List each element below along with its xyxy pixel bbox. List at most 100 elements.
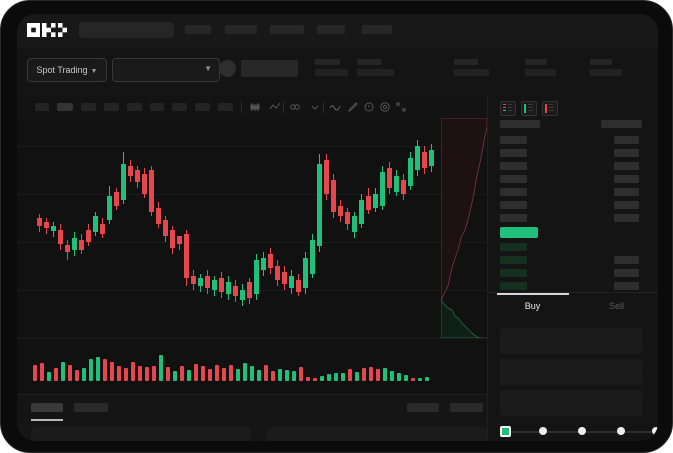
- last-price-value: [241, 60, 298, 77]
- orderbook-layout-both-icon[interactable]: [500, 101, 516, 116]
- volume-bar: [47, 372, 51, 381]
- order-amount-field[interactable]: [500, 359, 642, 385]
- orderbook-ask-price[interactable]: [500, 162, 527, 170]
- order-total-field[interactable]: [500, 390, 642, 416]
- volume-bar: [362, 368, 366, 381]
- volume-bar: [61, 362, 65, 381]
- nav-item-5[interactable]: [362, 25, 392, 34]
- tab-buy[interactable]: Buy: [524, 301, 541, 311]
- volume-bar: [320, 376, 324, 381]
- tab-sell[interactable]: Sell: [608, 301, 624, 311]
- orderbook-bid-amount[interactable]: [614, 256, 639, 264]
- volume-bar: [278, 369, 282, 381]
- chart-gridline: [17, 146, 487, 147]
- slider-handle[interactable]: [500, 426, 511, 437]
- timeframe-1d[interactable]: [172, 103, 187, 111]
- toolbar-divider: [241, 101, 242, 113]
- orderbook-bid-amount[interactable]: [614, 269, 639, 277]
- nav-item-2[interactable]: [225, 25, 257, 34]
- bottom-action-1[interactable]: [407, 403, 439, 412]
- orderbook-ask-amount[interactable]: [614, 201, 639, 209]
- orderbook-ask-price[interactable]: [500, 136, 527, 144]
- nav-item-1[interactable]: [185, 25, 211, 34]
- chart-gridline: [17, 290, 487, 291]
- volume-bar: [110, 362, 114, 381]
- nav-item-3[interactable]: [270, 25, 304, 34]
- slider-stop-50[interactable]: [578, 427, 586, 435]
- trading-pair-selector[interactable]: ▼: [112, 58, 220, 82]
- snapshot-icon[interactable]: [379, 101, 391, 113]
- tab-order-history[interactable]: [74, 403, 108, 412]
- trading-mode-selector[interactable]: Spot Trading ▼: [27, 58, 107, 82]
- coin-avatar: [219, 60, 236, 77]
- orderbook-ask-amount[interactable]: [614, 188, 639, 196]
- orderbook-ask-price[interactable]: [500, 188, 527, 196]
- indicators-icon[interactable]: [289, 101, 301, 113]
- price-candlestick-chart[interactable]: [17, 118, 487, 338]
- orderbook-ask-amount[interactable]: [614, 214, 639, 222]
- volume-bar: [306, 377, 310, 381]
- orderbook-ask-price[interactable]: [500, 149, 527, 157]
- orderbook-ask-amount[interactable]: [614, 162, 639, 170]
- slider-stop-75[interactable]: [617, 427, 625, 435]
- trend-line-icon[interactable]: [329, 101, 341, 113]
- orderbook-bid-price[interactable]: [500, 269, 527, 277]
- bottom-cell-right: [267, 427, 487, 441]
- tab-open-orders[interactable]: [31, 403, 63, 412]
- fullscreen-icon[interactable]: [395, 101, 407, 113]
- timeframe-30m[interactable]: [104, 103, 119, 111]
- orderbook-spread-highlight: [500, 227, 538, 238]
- slider-stop-100[interactable]: [652, 427, 658, 435]
- orderbook-bid-price[interactable]: [500, 243, 527, 251]
- volume-bar: [397, 373, 401, 381]
- orders-panel: [17, 394, 487, 441]
- okx-logo[interactable]: [27, 23, 69, 37]
- candlestick-type-icon[interactable]: [249, 101, 261, 113]
- search-input[interactable]: [79, 22, 174, 38]
- volume-bar: [264, 365, 268, 381]
- orderbook-layout-asks-icon[interactable]: [542, 101, 558, 116]
- orderbook-bid-price[interactable]: [500, 282, 527, 290]
- volume-bar: [208, 369, 212, 381]
- market-sub-header: Spot Trading ▼ ▼: [17, 47, 658, 97]
- timeframe-1m[interactable]: [35, 103, 49, 111]
- orderbook-ask-amount[interactable]: [614, 136, 639, 144]
- orderbook-bid-price[interactable]: [500, 256, 527, 264]
- line-type-icon[interactable]: [269, 101, 281, 113]
- volume-bar: [180, 366, 184, 381]
- chevron-down-icon: ▼: [204, 64, 212, 73]
- volume-bar: [33, 365, 37, 381]
- timeframe-5m[interactable]: [57, 103, 73, 111]
- top-navigation-bar: [17, 14, 658, 47]
- orderbook-ask-price[interactable]: [500, 175, 527, 183]
- orderbook-ask-price[interactable]: [500, 214, 527, 222]
- volume-bar: [257, 370, 261, 381]
- timeframe-4h[interactable]: [150, 103, 164, 111]
- orderbook-bid-amount[interactable]: [614, 282, 639, 290]
- timeframe-15m[interactable]: [81, 103, 96, 111]
- volume-bar: [131, 362, 135, 381]
- orderbook-ask-amount[interactable]: [614, 149, 639, 157]
- orderbook-header-price: [500, 120, 540, 128]
- timeframe-1h[interactable]: [127, 103, 142, 111]
- order-price-field[interactable]: [500, 328, 642, 354]
- orderbook-layout-bids-icon[interactable]: [521, 101, 537, 116]
- volume-bar: [215, 365, 219, 381]
- alert-icon[interactable]: [363, 101, 375, 113]
- nav-item-4[interactable]: [317, 25, 345, 34]
- orderbook-ask-amount[interactable]: [614, 175, 639, 183]
- timeframe-1mo[interactable]: [218, 103, 233, 111]
- volume-bar: [355, 372, 359, 381]
- slider-stop-25[interactable]: [539, 427, 547, 435]
- timeframe-1w[interactable]: [195, 103, 210, 111]
- orderbook-ask-price[interactable]: [500, 201, 527, 209]
- orderbook-header-amount: [601, 120, 642, 128]
- order-percent-slider[interactable]: [500, 426, 658, 438]
- active-tab-underline: [31, 419, 63, 421]
- stat-24h-change: [315, 59, 348, 76]
- drawing-tools-icon[interactable]: [347, 101, 359, 113]
- volume-bar: [327, 374, 331, 381]
- chevron-down-icon[interactable]: [309, 101, 321, 113]
- bottom-action-2[interactable]: [450, 403, 483, 412]
